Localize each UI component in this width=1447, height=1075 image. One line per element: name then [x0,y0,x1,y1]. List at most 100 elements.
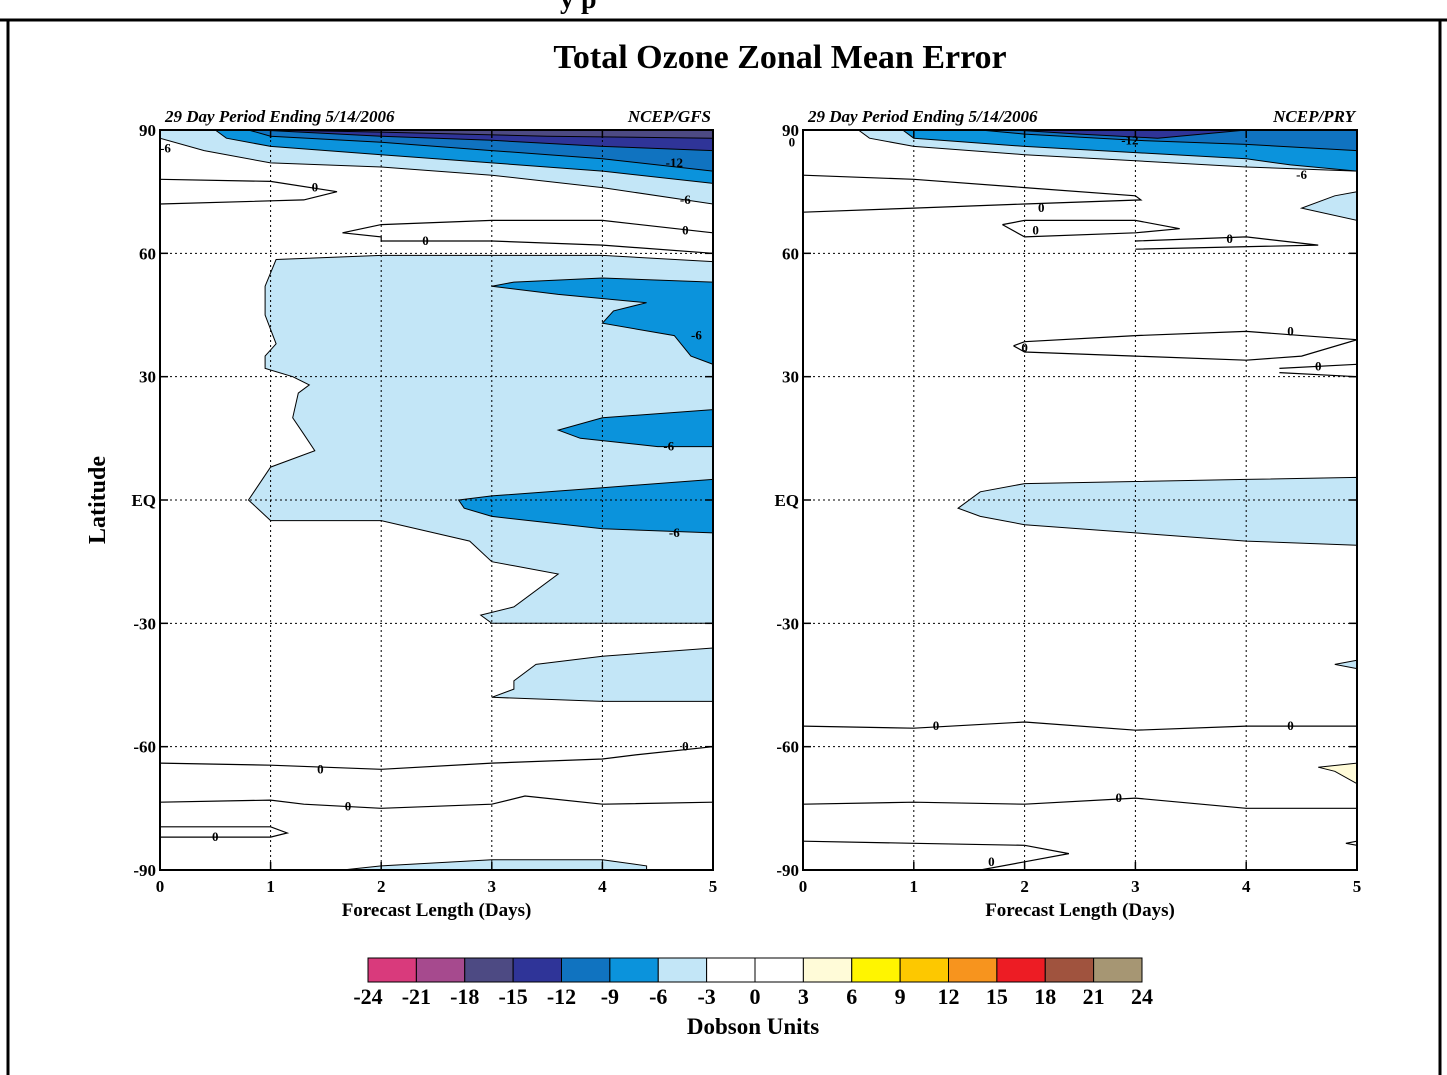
colorbar-tick-label: 21 [1083,984,1105,1009]
x-tick-label: 5 [1353,877,1362,896]
zero-contour-line-4 [160,746,713,770]
contour-label: -12 [1121,132,1138,147]
contour-label: 0 [1038,200,1045,215]
colorbar-tick-label: 9 [895,984,906,1009]
x-tick-label: 2 [377,877,386,896]
contour-region-8-level--6 [556,409,713,448]
colorbar-swatch [415,957,466,983]
y-tick-label: EQ [774,491,799,510]
colorbar-tick-label: -15 [498,984,527,1009]
contour-label: -6 [669,525,680,540]
colorbar-swatch [948,957,998,983]
contour-region-11-level--3 [342,859,648,870]
contour-label: 0 [1226,231,1233,246]
colorbar-tick-label: -24 [353,984,382,1009]
y-tick-label: -60 [133,738,156,757]
header-fragment: y p [560,0,597,15]
contour-label: 0 [1315,358,1322,373]
contour-label: 0 [422,233,429,248]
contour-label: -6 [680,192,691,207]
contour-label: 0 [317,761,324,776]
colorbar-tick-label: 6 [846,984,857,1009]
x-tick-label: 0 [156,877,165,896]
colorbar-tick-label: -3 [697,984,715,1009]
y-tick-label: 90 [782,121,799,140]
colorbar-swatch [512,957,562,983]
colorbar-tick-label: -6 [649,984,667,1009]
x-tick-label: 4 [1242,877,1251,896]
contour-label: 0 [1021,340,1028,355]
y-tick-label: -60 [776,738,799,757]
y-tick-label: -90 [133,861,156,880]
colorbar-swatch [464,957,514,983]
y-tick-label: 60 [782,244,799,263]
colorbar-tick-label: -12 [547,984,576,1009]
colorbar-swatch [1044,957,1095,983]
colorbar-swatch [367,957,417,983]
contour-region-5-level--3 [957,476,1357,546]
zero-contour-line-2 [342,219,713,234]
colorbar-tick-label: 12 [938,984,960,1009]
zero-contour-line-4 [1013,330,1357,361]
colorbar-swatch [996,957,1046,983]
zero-contour-line-2 [1002,219,1180,238]
zero-contour-line-1 [803,174,1143,213]
contour-label: -12 [666,155,683,170]
colorbar-tick-label: -18 [450,984,479,1009]
contour-region-7-level-3 [1318,762,1357,785]
y-tick-label: -30 [776,614,799,633]
colorbar: -24 -21 -18 -15 -12 -9 -6 -3 0 3 6 9 12 15 18 21 24 [353,957,1153,1009]
y-tick-label: EQ [131,491,156,510]
y-tick-label: 90 [139,121,156,140]
colorbar-swatch [706,957,756,983]
zero-contour-line-9 [1345,840,1357,846]
x-tick-label: 3 [488,877,497,896]
colorbar-swatch [851,957,901,983]
zero-contour-line-6 [803,721,1357,731]
zero-contour-line-8 [803,840,1070,870]
zero-contour-line-3 [1135,236,1319,250]
colorbar-swatch [609,957,659,983]
contour-label: 0 [1287,718,1294,733]
contour-label: 0 [345,798,352,813]
panel-subtitle-period: 29 Day Period Ending 5/14/2006 [807,107,1038,126]
panel-subtitle-period: 29 Day Period Ending 5/14/2006 [164,107,395,126]
contour-region-6-level--3 [1334,659,1357,670]
contour-label: 0 [1287,323,1294,338]
zero-contour-line-3 [342,232,713,254]
contour-label: 0 [1116,790,1123,805]
zero-contour-line-5 [160,795,713,809]
contour-region-7-level--6 [491,277,713,365]
colorbar-tick-label: 18 [1034,984,1056,1009]
contour-label: -6 [160,141,171,156]
x-tick-label: 2 [1020,877,1029,896]
x-tick-label: 1 [266,877,275,896]
x-tick-label: 3 [1131,877,1140,896]
contour-region-4-level--12 [1013,130,1247,139]
colorbar-swatch [657,957,708,983]
panel-subtitle-model: NCEP/GFS [627,107,711,126]
x-tick-label: 4 [598,877,607,896]
y-axis-label: Latitude [85,456,111,544]
colorbar-tick-label: 0 [750,984,761,1009]
y-tick-label: -30 [133,614,156,633]
contour-label: -6 [1296,167,1307,182]
contour-region-9-level--6 [457,478,713,534]
colorbar-label: Dobson Units [687,1014,819,1039]
x-tick-label: 1 [910,877,919,896]
contour-label: 0 [988,854,995,869]
y-tick-label: 30 [139,368,156,387]
contour-label: 0 [212,829,219,844]
colorbar-tick-label: 3 [798,984,809,1009]
colorbar-swatch [899,957,949,983]
y-tick-label: -90 [776,861,799,880]
colorbar-tick-label: 24 [1131,984,1153,1009]
colorbar-swatch [561,957,611,983]
colorbar-swatch [754,957,804,983]
contour-label: 0 [789,134,796,149]
colorbar-tick-label: 15 [986,984,1008,1009]
contour-label: -6 [691,328,702,343]
x-tick-label: 0 [799,877,808,896]
